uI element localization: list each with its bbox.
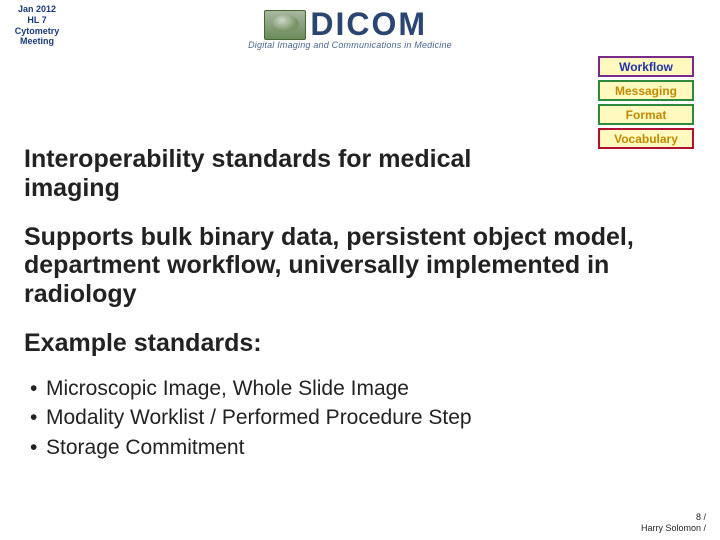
registered-mark: ® [425, 0, 434, 2]
dicom-logo: DICOM® Digital Imaging and Communication… [195, 6, 505, 50]
example-standards-list: Microscopic Image, Whole Slide Image Mod… [24, 374, 696, 462]
list-item: Storage Commitment [30, 433, 696, 462]
heading-supports: Supports bulk binary data, persistent ob… [24, 223, 696, 309]
meeting-label-line: Jan 2012 [18, 4, 56, 14]
logo-word: DICOM [310, 6, 427, 42]
logo-text: DICOM® [310, 6, 435, 43]
globe-icon [264, 10, 306, 40]
list-item: Microscopic Image, Whole Slide Image [30, 374, 696, 403]
meeting-label-line: HL 7 [27, 15, 46, 25]
tag-workflow: Workflow [598, 56, 694, 77]
list-item: Modality Worklist / Performed Procedure … [30, 403, 696, 432]
meeting-label-line: Meeting [20, 36, 54, 46]
tag-messaging: Messaging [598, 80, 694, 101]
slide-footer: 8 / Harry Solomon / [641, 512, 706, 534]
author-name: Harry Solomon / [641, 523, 706, 533]
category-tags: Workflow Messaging Format Vocabulary [598, 56, 694, 149]
heading-example: Example standards: [24, 329, 696, 358]
main-content: Interoperability standards for medical i… [24, 145, 696, 462]
page-number: 8 / [696, 512, 706, 522]
meeting-label: Jan 2012 HL 7 Cytometry Meeting [8, 4, 66, 47]
heading-interoperability: Interoperability standards for medical i… [24, 145, 564, 203]
logo-row: DICOM® [195, 6, 505, 43]
meeting-label-line: Cytometry [15, 26, 60, 36]
tag-format: Format [598, 104, 694, 125]
